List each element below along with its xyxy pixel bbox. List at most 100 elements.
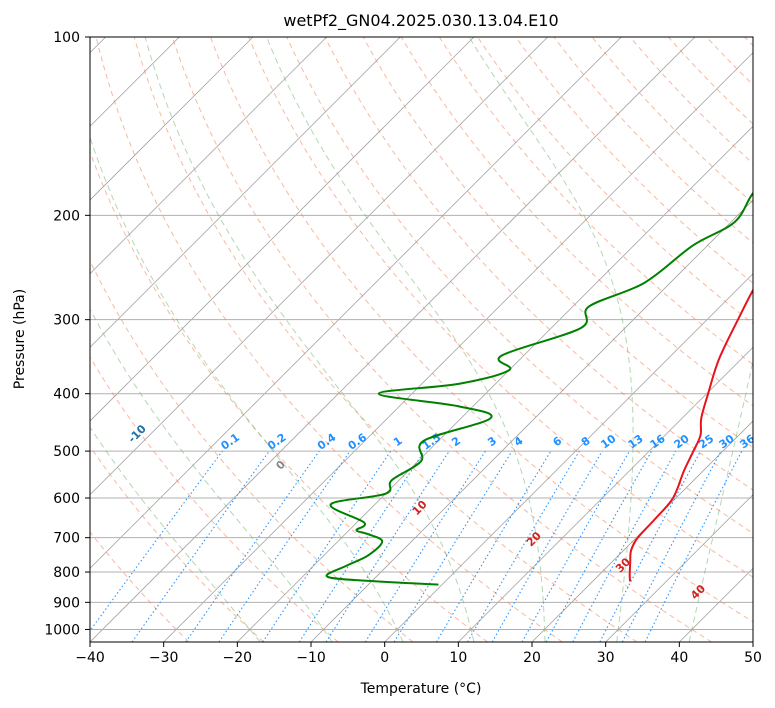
dry-adiabat-line	[90, 150, 488, 642]
y-tick-label: 900	[53, 595, 80, 611]
moist-adiabat-label: 40	[688, 582, 708, 602]
y-tick-label: 1000	[44, 622, 80, 638]
mixing-ratio-label: 4	[512, 434, 526, 449]
mixing-ratio-line	[185, 450, 320, 642]
dry-adiabat-line	[90, 531, 190, 642]
x-tick-label: 50	[744, 650, 762, 666]
mixing-ratio-label: 0.1	[219, 431, 242, 453]
dry-adiabat-line	[210, 37, 753, 623]
isotherm-line	[384, 273, 753, 642]
moist-adiabat-line	[266, 37, 546, 642]
x-tick-label: 10	[449, 650, 467, 666]
chart-title: wetPf2_GN04.2025.030.13.04.E10	[283, 11, 558, 31]
y-tick-label: 800	[53, 565, 80, 581]
y-tick-label: 100	[53, 30, 80, 46]
x-tick-label: 40	[670, 650, 688, 666]
dry-adiabat-line	[133, 37, 638, 642]
dry-adiabat-line	[90, 259, 414, 642]
x-tick-label: 20	[523, 650, 541, 666]
isotherm-line	[90, 37, 696, 642]
dry-adiabat-line	[286, 37, 753, 534]
moist-adiabat-label: 0	[273, 458, 288, 473]
isotherm-line	[752, 641, 753, 642]
isotherm-line	[163, 52, 753, 642]
isotherm-line	[605, 494, 753, 642]
mixing-ratio-line	[393, 450, 513, 642]
line-labels: 0.10.20.40.611.52346810131620253036-100-…	[126, 422, 757, 602]
moist-adiabat-line	[144, 37, 475, 642]
dry-adiabat-line	[591, 37, 753, 204]
x-tick-label: −20	[223, 650, 253, 666]
mixing-ratio-line	[90, 450, 223, 632]
dry-adiabat-line	[515, 37, 753, 284]
dry-adiabat-line	[744, 37, 753, 47]
mixing-ratio-label: 1	[391, 434, 405, 449]
y-tick-label: 300	[53, 313, 80, 329]
dry-adiabat-lines	[90, 37, 753, 642]
isotherm-line	[531, 420, 753, 642]
mixing-ratio-lines	[90, 450, 743, 642]
mixing-ratio-label: 13	[626, 432, 646, 451]
isobar-gridlines	[90, 37, 753, 630]
dry-adiabat-line	[400, 37, 753, 407]
mixing-ratio-label: 20	[672, 432, 692, 452]
isotherm-lines	[90, 37, 753, 642]
dry-adiabat-line	[553, 37, 753, 244]
moist-adiabat-line	[688, 358, 753, 642]
mixing-ratio-label: 36	[737, 432, 757, 452]
y-tick-label: 400	[53, 387, 80, 403]
x-tick-label: −10	[296, 650, 326, 666]
y-tick-label: 700	[53, 531, 80, 547]
temperature-line	[628, 288, 753, 582]
y-axis-ticks: 100 200 300 400 500 600 700 800 900 1000	[44, 30, 90, 638]
mixing-ratio-line	[262, 450, 392, 642]
dewpoint-line	[325, 191, 753, 586]
x-axis-label: Temperature (°C)	[360, 681, 482, 697]
x-tick-label: −30	[149, 650, 179, 666]
dry-adiabat-line	[95, 37, 563, 642]
x-tick-label: 30	[597, 650, 615, 666]
moist-adiabat-lines	[90, 37, 753, 642]
plot-frame	[89, 36, 754, 643]
isotherm-line	[310, 199, 753, 642]
x-tick-label: −40	[75, 650, 105, 666]
mixing-ratio-label: 25	[696, 432, 716, 451]
mixing-ratio-line	[572, 450, 677, 642]
isotherm-line	[237, 125, 753, 642]
mixing-ratio-line	[131, 450, 270, 642]
mixing-ratio-line	[644, 450, 743, 642]
moist-adiabat-line	[90, 308, 333, 642]
isotherm-line	[90, 37, 401, 348]
mixing-ratio-line	[218, 450, 351, 642]
mixing-ratio-label: 3	[485, 434, 499, 449]
mixing-ratio-label: 0.6	[346, 431, 370, 453]
isotherm-line	[90, 37, 327, 275]
mixing-ratio-label: 30	[717, 432, 737, 452]
mixing-ratio-line	[599, 450, 702, 642]
sounding-series	[325, 191, 753, 586]
dry-adiabat-line	[90, 356, 339, 642]
dry-adiabat-line	[171, 37, 712, 642]
dry-adiabat-line	[248, 37, 753, 578]
y-tick-label: 600	[53, 491, 80, 507]
mixing-ratio-label: 16	[648, 432, 668, 452]
plot-area: 0.10.20.40.611.52346810131620253036-100-…	[90, 37, 757, 642]
mixing-ratio-label: 0.2	[265, 431, 288, 453]
dry-adiabat-line	[439, 37, 753, 366]
y-axis-label: Pressure (hPa)	[12, 289, 28, 389]
x-tick-label: 0	[380, 650, 389, 666]
mixing-ratio-line	[325, 450, 450, 642]
isotherm-line	[458, 346, 753, 642]
x-axis-ticks: −40 −30 −20 −10 0 10 20 30 40 50	[75, 642, 762, 666]
dry-adiabat-line	[668, 37, 753, 125]
dry-adiabat-label: -10	[126, 422, 149, 445]
isotherm-line	[90, 37, 548, 496]
mixing-ratio-line	[364, 450, 486, 642]
dry-adiabat-line	[706, 37, 753, 86]
isotherm-line	[90, 37, 622, 569]
y-tick-label: 200	[53, 208, 80, 224]
isotherm-line	[90, 37, 475, 422]
mixing-ratio-label: 0.4	[315, 431, 339, 453]
moist-adiabat-label: 20	[524, 529, 544, 549]
